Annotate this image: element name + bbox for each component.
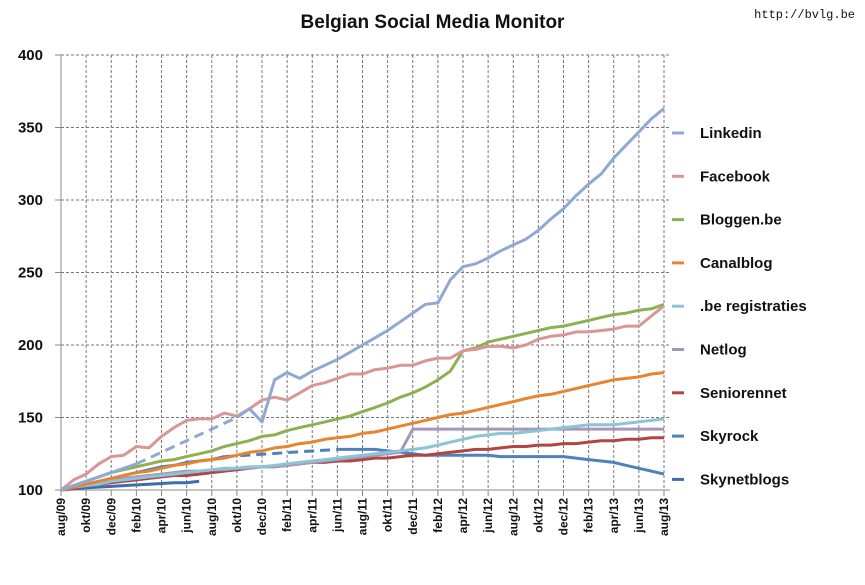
legend-label: Skynetblogs <box>700 471 789 488</box>
x-tick-label: feb/11 <box>280 498 294 532</box>
legend-label: Canalblog <box>700 255 773 272</box>
series-line--be-registraties <box>60 417 665 492</box>
x-tick-label: jun/12 <box>481 498 495 534</box>
x-tick-label: jun/10 <box>180 498 194 534</box>
legend-label: Seniorennet <box>700 385 787 402</box>
legend-label: Skyrock <box>700 428 759 445</box>
series-line-bloggen-be <box>60 302 665 492</box>
y-tick-label: 250 <box>18 265 43 282</box>
series-line-facebook <box>60 304 665 492</box>
x-tick-label: feb/10 <box>129 498 143 533</box>
series-line-skynetblogs <box>60 479 200 492</box>
series-line-linkedin <box>60 462 137 492</box>
x-tick-label: aug/13 <box>657 498 671 536</box>
x-tick-label: dec/11 <box>406 498 420 535</box>
y-tick-label: 100 <box>18 482 43 499</box>
x-tick-label: okt/10 <box>230 498 244 533</box>
x-tick-label: jun/13 <box>632 498 646 534</box>
y-tick-label: 400 <box>18 47 43 64</box>
x-tick-label: okt/11 <box>381 498 395 532</box>
x-tick-label: jun/11 <box>330 498 344 533</box>
x-tick-label: feb/12 <box>431 498 445 533</box>
legend-label: Netlog <box>700 342 747 359</box>
x-tick-label: aug/10 <box>205 498 219 536</box>
x-tick-label: apr/13 <box>607 498 621 534</box>
series-line-linkedin <box>236 107 665 424</box>
legend-label: Bloggen.be <box>700 212 782 229</box>
x-tick-label: okt/12 <box>531 498 545 533</box>
y-tick-label: 150 <box>18 410 43 427</box>
legend-label: .be registraties <box>700 298 807 315</box>
x-tick-label: apr/10 <box>155 498 169 534</box>
series-gap-dashed <box>135 416 238 466</box>
x-tick-label: dec/10 <box>255 498 269 536</box>
series-gap-dashed <box>224 447 338 459</box>
source-url: http://bvlg.be <box>754 8 855 22</box>
chart-title: Belgian Social Media Monitor <box>300 12 565 33</box>
y-tick-label: 300 <box>18 192 43 209</box>
x-tick-label: feb/13 <box>582 498 596 533</box>
x-tick-label: apr/11 <box>305 498 319 533</box>
x-tick-label: aug/12 <box>506 498 520 536</box>
x-tick-label: aug/11 <box>356 498 370 536</box>
series-line-canalblog <box>60 371 665 492</box>
legend-label: Facebook <box>700 168 771 185</box>
y-tick-label: 200 <box>18 337 43 354</box>
x-tick-label: aug/09 <box>54 498 68 536</box>
legend-label: Linkedin <box>700 125 762 142</box>
x-tick-label: dec/12 <box>557 498 571 536</box>
x-tick-label: apr/12 <box>456 498 470 534</box>
x-tick-label: dec/09 <box>104 498 118 536</box>
y-tick-label: 350 <box>18 120 43 137</box>
x-tick-label: okt/09 <box>79 498 93 533</box>
